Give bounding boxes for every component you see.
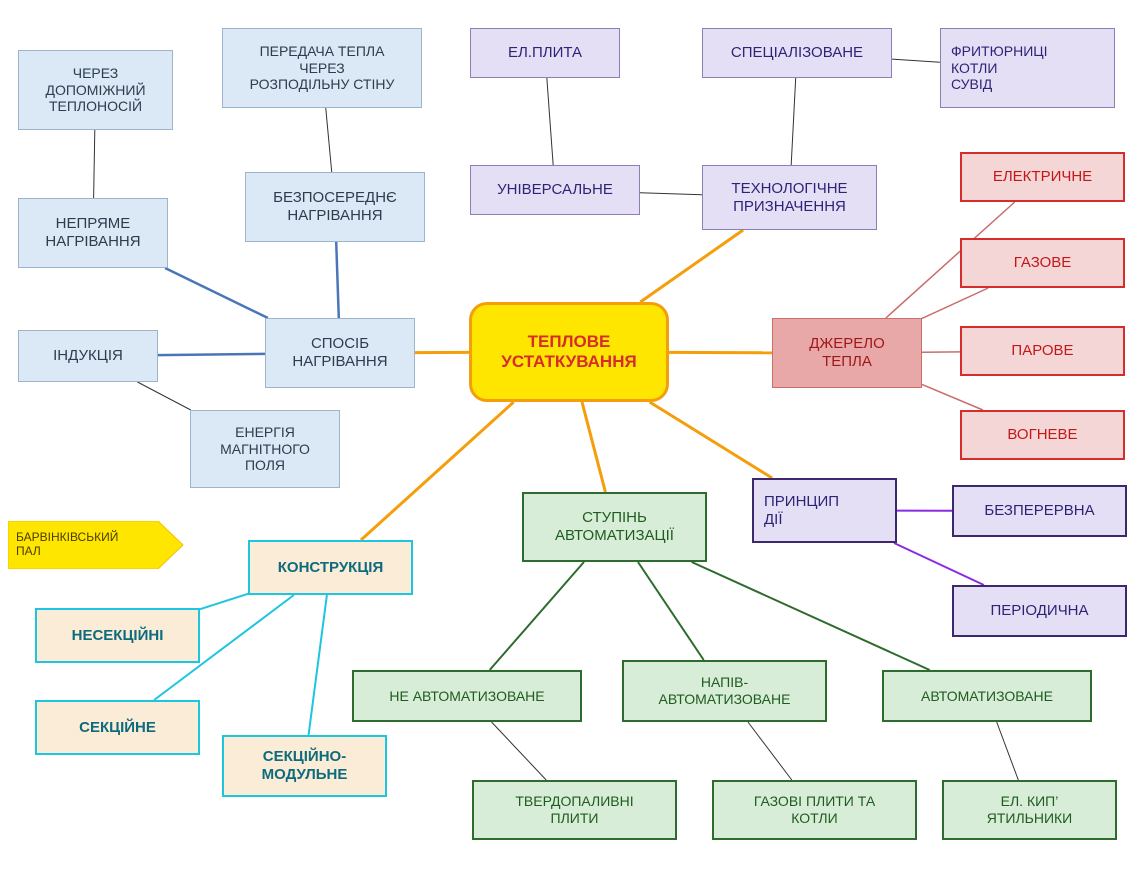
edge-heat_method-indirect_heat: [165, 268, 268, 318]
edge-heat_method-direct_heat: [336, 242, 339, 318]
node-sectional: СЕКЦІЙНЕ: [35, 700, 200, 755]
node-direct_heat: БЕЗПОСЕРЕДНЄ НАГРІВАННЯ: [245, 172, 425, 242]
edge-automation-auto: [692, 562, 930, 670]
node-gas: ГАЗОВЕ: [960, 238, 1125, 288]
edge-heat_method-induction: [158, 354, 265, 355]
node-periodic: ПЕРІОДИЧНА: [952, 585, 1127, 637]
node-steam: ПАРОВЕ: [960, 326, 1125, 376]
edge-auto-boilers: [997, 722, 1019, 780]
node-continuous: БЕЗПЕРЕРВНА: [952, 485, 1127, 537]
node-el_stove: ЕЛ.ПЛИТА: [470, 28, 620, 78]
node-solid_fuel: ТВЕРДОПАЛИВНІ ПЛИТИ: [472, 780, 677, 840]
node-semi_auto: НАПІВ- АВТОМАТИЗОВАНЕ: [622, 660, 827, 722]
node-fire: ВОГНЕВЕ: [960, 410, 1125, 460]
edge-indirect_heat-aux_carrier: [94, 130, 95, 198]
node-non_sectional: НЕСЕКЦІЙНІ: [35, 608, 200, 663]
edge-center-automation: [582, 402, 605, 492]
node-heat_source: ДЖЕРЕЛО ТЕПЛА: [772, 318, 922, 388]
edge-construction-sectional_modular: [309, 595, 327, 735]
node-universal: УНІВЕРСАЛЬНЕ: [470, 165, 640, 215]
node-sectional_modular: СЕКЦІЙНО- МОДУЛЬНЕ: [222, 735, 387, 797]
edge-heat_source-gas: [922, 288, 988, 318]
edge-induction-mag_field: [137, 382, 190, 410]
edge-center-construction: [361, 402, 514, 540]
node-heat_method: СПОСІБ НАГРІВАННЯ: [265, 318, 415, 388]
node-not_auto: НЕ АВТОМАТИЗОВАНЕ: [352, 670, 582, 722]
edge-direct_heat-wall_transfer: [326, 108, 332, 172]
node-indirect_heat: НЕПРЯМЕ НАГРІВАННЯ: [18, 198, 168, 268]
edge-universal-el_stove: [547, 78, 553, 165]
edge-center-tech_purpose: [640, 230, 743, 302]
edge-construction-non_sectional: [200, 594, 248, 609]
arrow-label: БАРВІНКІВСЬКИЙ ПАЛ: [12, 521, 158, 569]
node-tech_purpose: ТЕХНОЛОГІЧНЕ ПРИЗНАЧЕННЯ: [702, 165, 877, 230]
node-specialized: СПЕЦІАЛІЗОВАНЕ: [702, 28, 892, 78]
edge-automation-not_auto: [490, 562, 584, 670]
edge-center-principle: [650, 402, 773, 478]
node-aux_carrier: ЧЕРЕЗ ДОПОМІЖНИЙ ТЕПЛОНОСІЙ: [18, 50, 173, 130]
edge-not_auto-solid_fuel: [492, 722, 547, 780]
node-mag_field: ЕНЕРГІЯ МАГНІТНОГО ПОЛЯ: [190, 410, 340, 488]
node-boilers: ЕЛ. КИП’ ЯТИЛЬНИКИ: [942, 780, 1117, 840]
node-induction: ІНДУКЦІЯ: [18, 330, 158, 382]
edge-semi_auto-gas_stoves: [748, 722, 792, 780]
edge-heat_source-fire: [922, 384, 983, 410]
edge-automation-semi_auto: [638, 562, 704, 660]
edge-specialized-fryers: [892, 59, 940, 62]
edge-tech_purpose-specialized: [791, 78, 796, 165]
node-wall_transfer: ПЕРЕДАЧА ТЕПЛА ЧЕРЕЗ РОЗПОДІЛЬНУ СТІНУ: [222, 28, 422, 108]
edge-principle-periodic: [894, 543, 984, 585]
node-automation: СТУПІНЬ АВТОМАТИЗАЦІЇ: [522, 492, 707, 562]
node-gas_stoves: ГАЗОВІ ПЛИТИ ТА КОТЛИ: [712, 780, 917, 840]
edge-tech_purpose-universal: [640, 193, 702, 195]
node-construction: КОНСТРУКЦІЯ: [248, 540, 413, 595]
node-electric: ЕЛЕКТРИЧНЕ: [960, 152, 1125, 202]
node-auto: АВТОМАТИЗОВАНЕ: [882, 670, 1092, 722]
node-center: ТЕПЛОВЕ УСТАТКУВАННЯ: [469, 302, 669, 402]
node-principle: ПРИНЦИП ДІЇ: [752, 478, 897, 543]
node-fryers: ФРИТЮРНИЦІ КОТЛИ СУВІД: [940, 28, 1115, 108]
